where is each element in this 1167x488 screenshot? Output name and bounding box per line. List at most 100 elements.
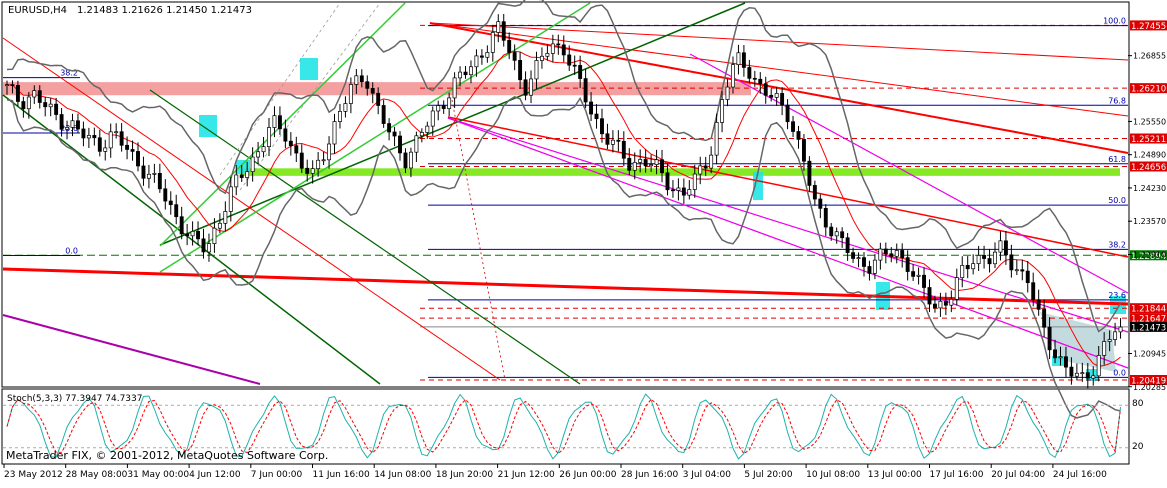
candle [81,128,86,139]
candle [578,65,583,79]
left-fibo-label: 38.2 [60,69,78,78]
candle [627,157,632,171]
main-pane[interactable] [1,1,1130,388]
candle [359,75,364,83]
candle [681,187,686,196]
candle [267,127,271,147]
candle [223,211,228,224]
candle [1069,366,1074,377]
candle [490,32,495,53]
x-tick-label: 23 May 2012 [4,470,63,480]
candle [196,231,200,240]
candle [277,115,282,130]
candle [1053,349,1057,359]
x-tick-label: 7 Jun 00:00 [251,470,303,480]
candle [1047,326,1052,351]
candle [911,271,916,277]
candle [933,303,937,309]
stoch-pane[interactable] [1,388,1130,465]
candle [1058,356,1063,359]
candle [883,248,888,255]
price-tag-label: 1.27455 [1131,22,1166,32]
magenta-channel-line [447,117,1129,333]
resistance-zone [3,82,751,96]
price-tag-label: 1.24656 [1131,163,1166,173]
candle [54,103,59,115]
candle [1009,254,1014,271]
candle [1014,269,1019,272]
price-tag-label: 1.22894 [1131,252,1166,262]
candle [796,131,801,140]
support-zone [240,168,1120,176]
candle [250,156,255,172]
candle [310,168,315,174]
x-tick-label: 13 Jul 00:00 [868,470,922,480]
gray-dashed-line [239,2,381,191]
x-tick-label: 28 Jun 16:00 [621,470,678,480]
candle [649,164,654,167]
candle [872,259,877,274]
price-tag-label: 1.20419 [1131,377,1166,387]
candle [5,84,9,86]
candle [1102,341,1107,356]
price-tag [1130,313,1167,324]
candle [927,287,932,305]
candle [146,173,151,179]
candle [1064,356,1068,368]
price-tag [1130,161,1167,172]
candle [747,67,752,79]
highlight-box [300,58,318,80]
candle [419,132,424,137]
stoch-level-bottom: 20 [1132,442,1144,452]
candle [518,60,523,81]
candle [458,71,463,79]
candle [97,137,102,152]
candle [190,231,195,237]
candle [1096,355,1101,377]
fibo-label: 23.6 [1108,291,1126,300]
candle [670,189,675,192]
candle [801,139,806,162]
candle [769,94,774,98]
candle [916,274,921,277]
fibo-label: 0.0 [1113,368,1126,377]
purple-line [2,314,261,385]
red-trend-line [429,22,1129,154]
candle [572,64,577,67]
candle [26,96,31,110]
price-tag [1130,133,1167,144]
candle [1118,326,1123,333]
left-fibo-label: 23.6 [60,124,78,133]
candle [539,55,544,61]
candle [583,78,588,103]
x-tick-label: 24 Jul 16:00 [1053,470,1107,480]
candle [1003,240,1008,256]
candle [403,152,408,169]
candle [949,298,954,306]
highlight-box [236,160,250,174]
ohlc-values: 1.21483 1.21626 1.21450 1.21473 [77,5,252,16]
candle [125,144,130,150]
red-trend-line [447,116,1129,258]
candle [1042,308,1047,328]
candle [10,84,15,86]
y-tick-label: 1.24890 [1133,151,1166,160]
x-tick-label: 14 Jun 08:00 [374,470,431,480]
fibo-label: 76.8 [1108,96,1126,105]
candle [643,159,648,167]
candle [785,104,790,123]
candle [638,159,643,163]
candle [987,258,992,265]
x-tick-label: 26 Jun 00:00 [559,470,616,480]
candle [15,85,20,102]
candle [998,240,1003,253]
candle [774,93,779,98]
y-tick-label: 1.20945 [1133,349,1166,358]
green-trend-line [149,89,581,385]
candle [922,274,926,288]
candle [938,300,943,309]
candle [212,227,217,245]
candle [523,79,528,96]
candle [507,39,512,53]
